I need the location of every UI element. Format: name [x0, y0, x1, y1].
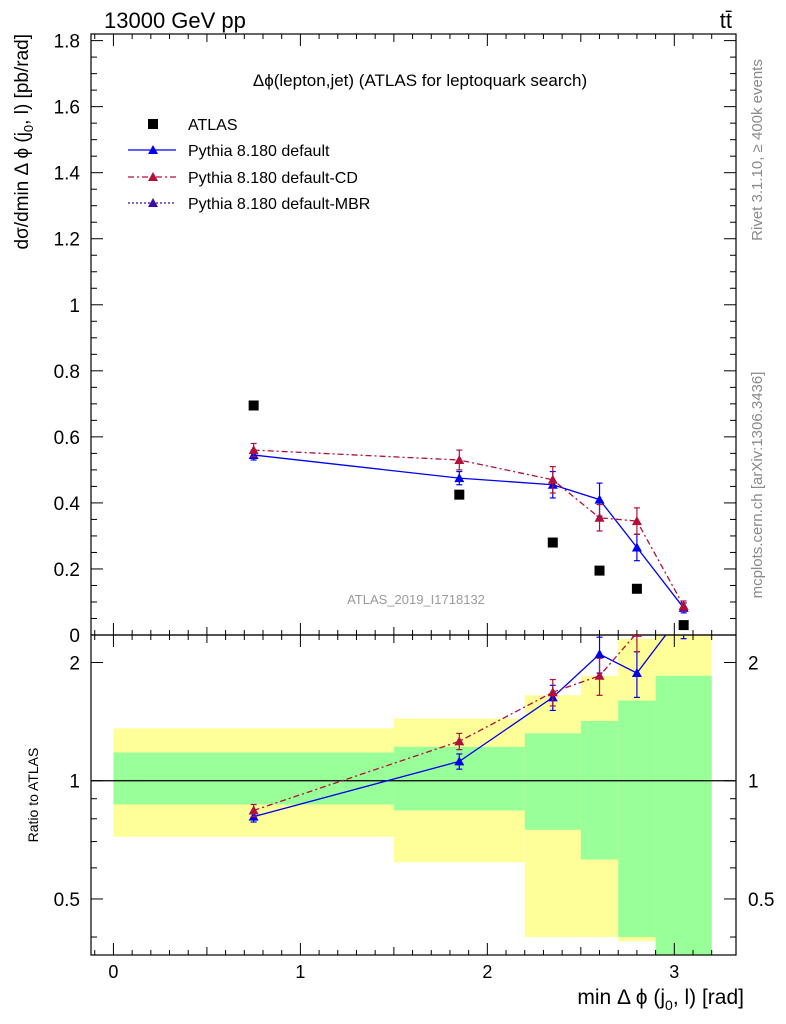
series-1-marker-4 — [631, 542, 642, 552]
ratio-tick-label-right-1: 1 — [748, 772, 759, 793]
legend-label-3: Pythia 8.180 default-MBR — [188, 196, 370, 213]
inner-band-bin-5 — [655, 675, 712, 955]
series-1-marker-1 — [454, 473, 465, 483]
series-2-marker-2 — [547, 474, 558, 484]
plot-title: Δϕ(lepton,jet) (ATLAS for leptoquark sea… — [253, 71, 587, 90]
y-tick-label-0: 0 — [69, 626, 80, 647]
y-tick-label-1.2: 1.2 — [54, 230, 80, 251]
y-tick-label-1.8: 1.8 — [54, 32, 80, 53]
y-axis-title: dσ/dmin Δ ϕ (j0, l) [pb/rad] — [12, 34, 36, 250]
axes: 0 1 2 3 0 0.2 0.4 0.6 0.8 1 1.2 1.4 1.6 1.8 0.5 0.5 1 1 2 2 — [54, 32, 775, 982]
legend-label-1: Pythia 8.180 default — [188, 143, 330, 160]
y-tick-label-0.8: 0.8 — [54, 362, 80, 383]
ratio-tick-label-right-2: 2 — [748, 654, 759, 675]
x-axis-title-tail: , l) [rad] — [673, 986, 744, 1009]
series-line-1 — [253, 454, 685, 609]
process-label: 13000 GeV pp — [104, 8, 246, 33]
series-1-marker-3 — [594, 494, 605, 504]
x-tick-label-3: 3 — [669, 962, 679, 982]
ratio-2-marker-2 — [547, 687, 558, 697]
x-tick-label-0: 0 — [108, 962, 118, 982]
legend-label-2: Pythia 8.180 default-CD — [188, 170, 358, 187]
ratio-plot-frame — [90, 634, 737, 956]
x-tick-label-2: 2 — [482, 962, 492, 982]
y-tick-label-1.6: 1.6 — [54, 98, 80, 119]
ratio-2-marker-4 — [631, 635, 642, 637]
ratio-line-1 — [253, 635, 667, 818]
ratio-axis-title: Ratio to ATLAS — [25, 748, 41, 843]
legend-marker-1 — [148, 145, 158, 154]
atlas-point-4 — [631, 583, 642, 594]
x-axis-title-subscript: 0 — [665, 997, 673, 1013]
ratio-tick-label-right-0.5: 0.5 — [748, 890, 774, 911]
ratio-2-marker-1 — [454, 736, 465, 746]
atlas-point-5 — [678, 620, 689, 631]
ratio-1-marker-4 — [631, 668, 642, 678]
inner-band-bin-0 — [113, 752, 394, 805]
main-data-layer — [248, 400, 689, 631]
atlas-point-0 — [248, 400, 259, 411]
y-axis-title-subscript: 0 — [21, 125, 36, 132]
legend-marker-atlas — [148, 119, 158, 129]
inner-band-bin-2 — [524, 733, 581, 830]
y-axis-title-tail: , l) [pb/rad] — [12, 34, 33, 125]
y-tick-label-0.2: 0.2 — [54, 560, 80, 581]
y-axis-title-text: dσ/dmin Δ ϕ (j — [12, 132, 33, 249]
series-2-marker-3 — [594, 512, 605, 522]
legend: ATLAS Pythia 8.180 default Pythia 8.180 de… — [128, 117, 370, 213]
series-line-2 — [253, 449, 685, 607]
series-2-marker-5 — [678, 600, 689, 610]
ratio-tick-label-left-2: 2 — [69, 654, 80, 675]
ratio-tick-label-left-1: 1 — [69, 772, 80, 793]
inner-band-bin-3 — [580, 720, 619, 860]
ratio-data-layer — [248, 635, 687, 823]
mcplots-reference-label: mcplots.cern.ch [arXiv:1306.3436] — [749, 372, 766, 599]
legend-label-0: ATLAS — [188, 117, 238, 134]
atlas-point-3 — [594, 565, 605, 576]
ratio-1-marker-1 — [454, 756, 465, 766]
y-tick-label-1.4: 1.4 — [54, 164, 81, 185]
x-axis-title: min Δ ϕ (j0, l) [rad] — [577, 986, 744, 1013]
atlas-point-2 — [547, 537, 558, 548]
final-state-label: tt̄ — [720, 8, 732, 33]
legend-marker-2 — [148, 172, 158, 181]
analysis-id-label: ATLAS_2019_I1718132 — [347, 592, 485, 607]
x-tick-label-1: 1 — [295, 962, 305, 982]
y-tick-label-1: 1 — [69, 296, 80, 317]
legend-marker-3 — [148, 198, 158, 207]
ratio-tick-label-left-0.5: 0.5 — [54, 890, 80, 911]
x-axis-title-text: min Δ ϕ (j — [577, 986, 665, 1009]
rivet-version-label: Rivet 3.1.10, ≥ 400k events — [749, 59, 766, 241]
inner-band-bin-4 — [618, 700, 656, 938]
series-2-marker-0 — [248, 445, 259, 455]
ratio-1-marker-3 — [594, 649, 605, 659]
y-tick-label-0.6: 0.6 — [54, 428, 80, 449]
ratio-2-marker-3 — [594, 670, 605, 680]
atlas-point-1 — [454, 489, 465, 500]
y-tick-label-0.4: 0.4 — [54, 494, 81, 515]
series-2-marker-4 — [631, 516, 642, 526]
series-2-marker-1 — [454, 454, 465, 464]
uncertainty-bands — [91, 635, 736, 955]
ratio-2-marker-0 — [248, 805, 259, 815]
